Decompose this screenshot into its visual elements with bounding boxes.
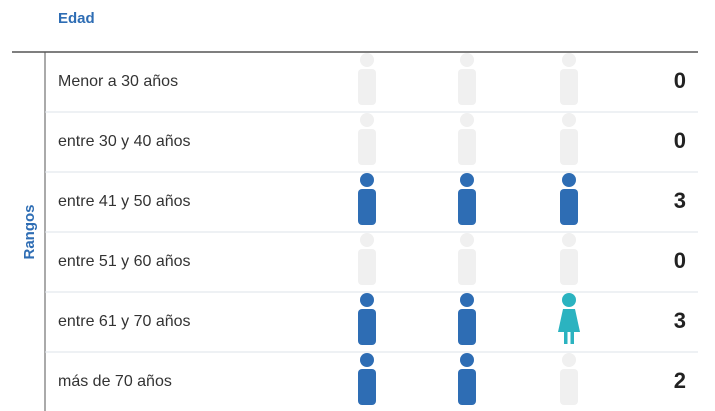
icon-body	[358, 249, 376, 285]
empty-icon	[458, 53, 476, 105]
person-icon	[458, 293, 476, 345]
empty-icon	[560, 353, 578, 405]
icon-head	[460, 353, 474, 367]
row-count: 2	[674, 368, 686, 393]
row-label: Menor a 30 años	[58, 73, 178, 90]
icon-body	[358, 129, 376, 165]
icon-leg	[570, 332, 574, 344]
row-label: entre 61 y 70 años	[58, 313, 191, 330]
icon-head	[562, 53, 576, 67]
icon-body	[458, 129, 476, 165]
icon-body	[458, 369, 476, 405]
icon-head	[460, 233, 474, 247]
empty-icon	[560, 233, 578, 285]
empty-icon	[358, 53, 376, 105]
person-icon	[358, 173, 376, 225]
icon-head	[562, 293, 576, 307]
empty-icon	[358, 113, 376, 165]
icon-body	[560, 69, 578, 105]
side-label: Rangos	[21, 204, 38, 259]
title: Edad	[58, 10, 95, 27]
row-count: 0	[674, 128, 686, 153]
person-icon	[458, 353, 476, 405]
icon-body	[458, 309, 476, 345]
icon-body	[560, 369, 578, 405]
icon-body	[458, 249, 476, 285]
icon-head	[460, 113, 474, 127]
person-icon	[558, 293, 580, 344]
empty-icon	[560, 53, 578, 105]
icon-head	[562, 173, 576, 187]
row-label: entre 51 y 60 años	[58, 253, 191, 270]
row-count: 3	[674, 308, 686, 333]
row-count: 3	[674, 188, 686, 213]
icon-head	[360, 293, 374, 307]
icon-head	[562, 353, 576, 367]
icon-body	[358, 369, 376, 405]
icon-head	[360, 173, 374, 187]
person-icon	[458, 173, 476, 225]
icon-head	[360, 53, 374, 67]
icon-body	[560, 249, 578, 285]
row-label: entre 30 y 40 años	[58, 133, 191, 150]
icon-body	[358, 189, 376, 225]
icon-body	[560, 129, 578, 165]
person-icon	[358, 353, 376, 405]
icon-head	[460, 53, 474, 67]
icon-body	[560, 189, 578, 225]
empty-icon	[560, 113, 578, 165]
icon-body	[458, 69, 476, 105]
icon-leg	[564, 332, 568, 344]
icon-head	[460, 173, 474, 187]
row-label: entre 41 y 50 años	[58, 193, 191, 210]
icon-head	[360, 353, 374, 367]
person-icon	[358, 293, 376, 345]
icon-head	[562, 233, 576, 247]
empty-icon	[358, 233, 376, 285]
empty-icon	[458, 113, 476, 165]
row-label: más de 70 años	[58, 373, 172, 390]
icon-head	[562, 113, 576, 127]
icon-body	[358, 69, 376, 105]
icon-body	[558, 309, 580, 332]
icon-body	[358, 309, 376, 345]
icon-head	[360, 233, 374, 247]
empty-icon	[458, 233, 476, 285]
icon-body	[458, 189, 476, 225]
icon-head	[460, 293, 474, 307]
icon-head	[360, 113, 374, 127]
row-count: 0	[674, 68, 686, 93]
person-icon	[560, 173, 578, 225]
row-count: 0	[674, 248, 686, 273]
